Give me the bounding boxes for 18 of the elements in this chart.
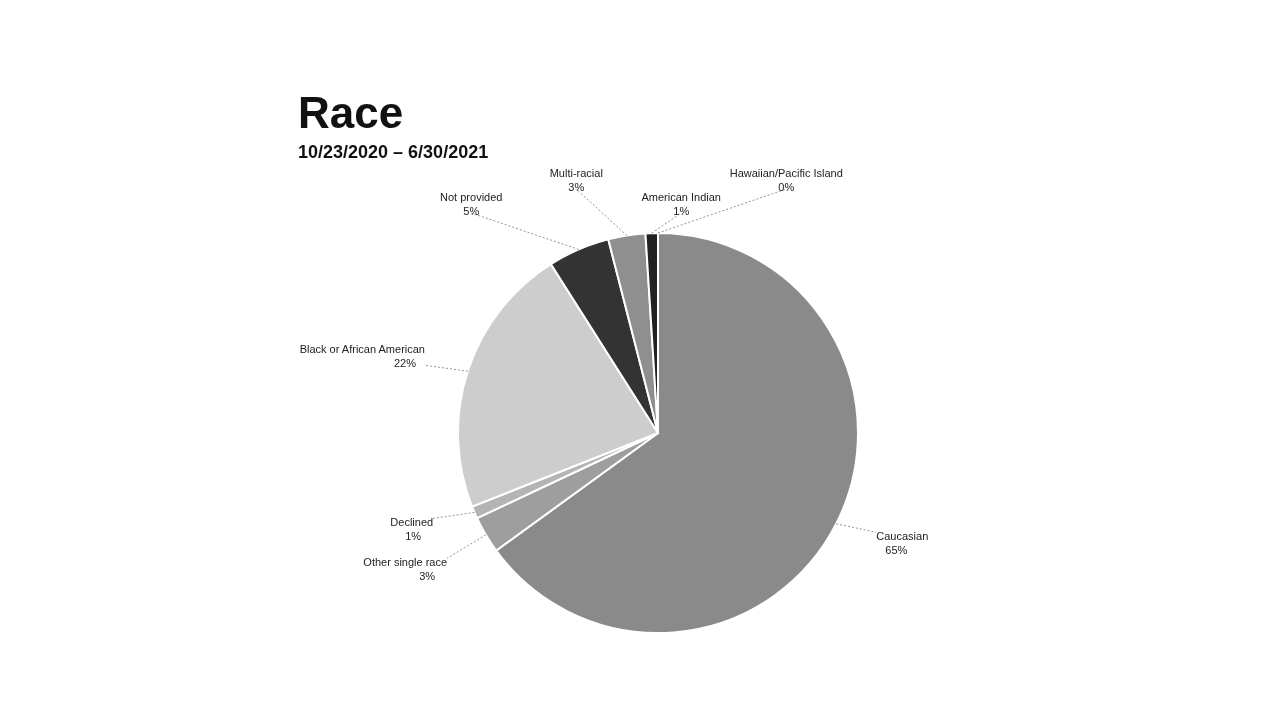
data-label: 3%: [419, 570, 436, 583]
data-label: 5%: [463, 205, 480, 217]
slice-label: Black or African American: [299, 343, 425, 356]
slice-label: Not provided: [440, 191, 503, 203]
category-label: Hawaiian/Pacific Island: [729, 167, 843, 179]
text: 0%: [778, 181, 795, 193]
chart-subtitle: 10/23/2020 – 6/30/2021: [298, 142, 489, 162]
slice-label: American Indian: [641, 191, 721, 203]
chart-title: Race: [298, 88, 404, 137]
slice-label: Other single race: [363, 556, 448, 569]
slice-label: Caucasian: [876, 530, 929, 543]
data-label: 65%: [885, 544, 908, 557]
data-label: 1%: [673, 205, 690, 217]
data-label: 1%: [405, 530, 422, 543]
data-label: 3%: [568, 181, 585, 193]
slice-label: Declined: [390, 516, 434, 529]
data-label: 22%: [393, 357, 417, 370]
slice-label: Multi-racial: [549, 167, 603, 179]
